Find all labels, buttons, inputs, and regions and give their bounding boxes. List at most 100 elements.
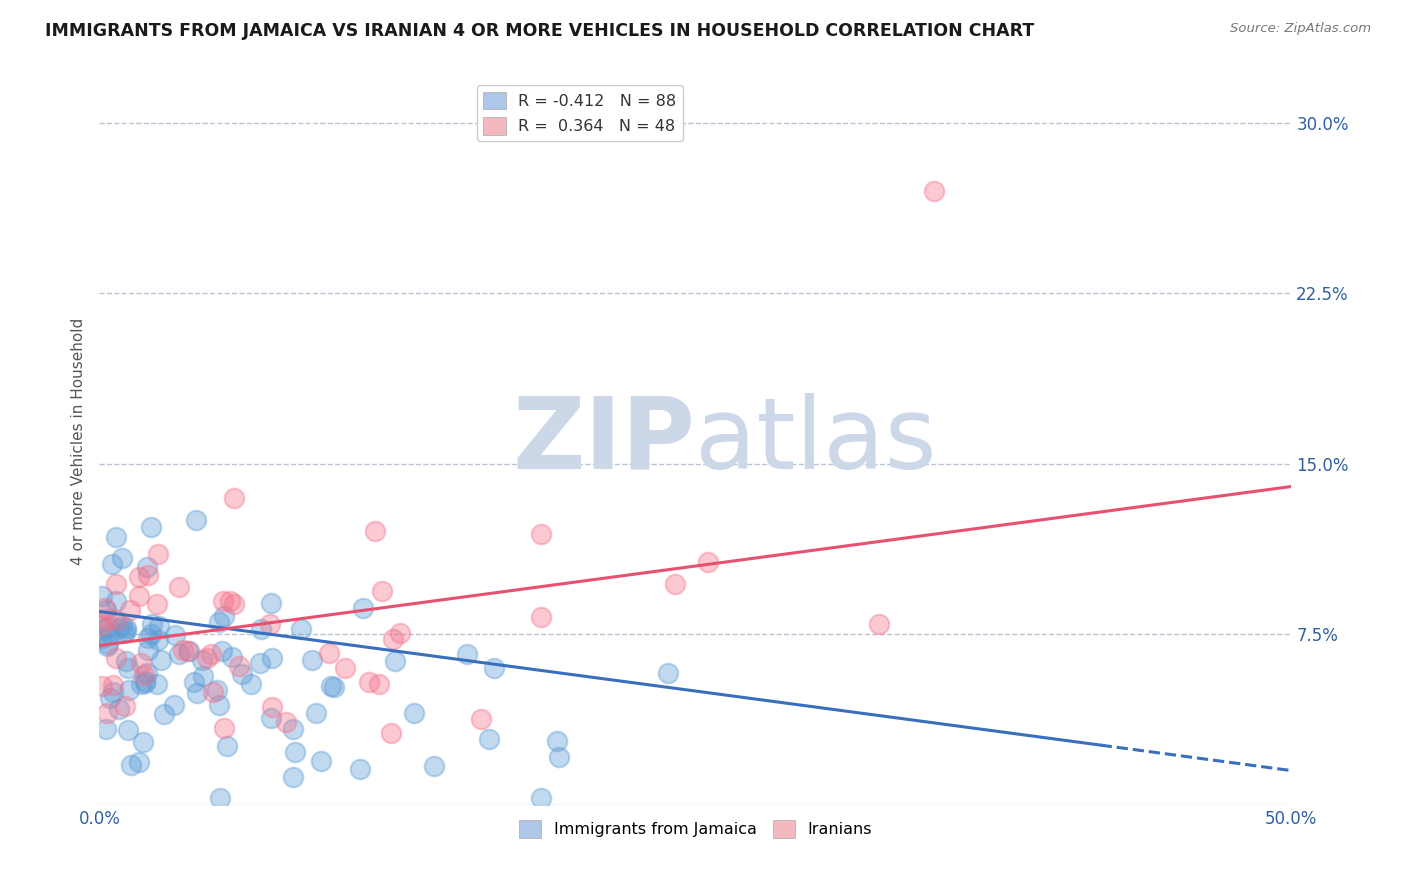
Point [290,622,312,636]
Point [94,601,117,615]
Point [98,627,121,641]
Point [177,644,200,658]
Point [319,679,342,693]
Point [239,677,262,691]
Point [262,651,284,665]
Point [117,682,139,697]
Point [96,706,118,720]
Point [205,683,228,698]
Y-axis label: 4 or more Vehicles in Household: 4 or more Vehicles in Household [72,318,86,565]
Point [115,621,138,635]
Point [212,593,235,607]
Point [134,667,156,681]
Point [218,594,240,608]
Point [364,524,387,539]
Point [117,660,139,674]
Point [96,640,118,654]
Text: Source: ZipAtlas.com: Source: ZipAtlas.com [1230,22,1371,36]
Point [114,654,136,668]
Point [384,654,406,668]
Point [309,754,332,768]
Point [146,677,169,691]
Point [96,612,118,626]
Point [422,759,444,773]
Point [404,706,426,721]
Point [139,519,162,533]
Point [128,756,150,770]
Point [380,725,402,739]
Point [149,653,172,667]
Point [349,763,371,777]
Point [482,661,505,675]
Point [664,577,686,591]
Point [529,527,551,541]
Point [200,647,222,661]
Point [371,583,394,598]
Point [183,674,205,689]
Point [148,547,170,561]
Point [193,669,215,683]
Point [186,686,208,700]
Point [301,653,323,667]
Point [114,699,136,714]
Point [129,677,152,691]
Point [212,721,235,735]
Point [478,731,501,746]
Point [222,598,245,612]
Point [208,790,231,805]
Point [165,628,187,642]
Point [101,685,124,699]
Point [259,617,281,632]
Point [136,567,159,582]
Point [922,184,945,198]
Point [224,491,246,505]
Point [318,646,340,660]
Point [134,676,156,690]
Point [101,678,124,692]
Point [90,679,112,693]
Point [108,701,131,715]
Point [146,597,169,611]
Point [112,625,135,640]
Point [530,790,553,805]
Point [129,656,152,670]
Point [167,580,190,594]
Text: ZIP: ZIP [513,392,696,490]
Point [211,644,233,658]
Point [221,650,243,665]
Point [118,602,141,616]
Point [697,555,720,569]
Point [128,589,150,603]
Point [322,680,344,694]
Point [470,712,492,726]
Point [231,667,253,681]
Point [389,626,412,640]
Point [90,617,112,632]
Point [153,706,176,721]
Point [105,530,128,544]
Point [136,632,159,646]
Point [94,603,117,617]
Point [98,691,121,706]
Point [208,615,231,629]
Point [382,632,405,646]
Point [146,632,169,647]
Point [131,735,153,749]
Point [136,560,159,574]
Point [97,637,120,651]
Point [284,745,307,759]
Point [274,715,297,730]
Point [212,608,235,623]
Point [111,551,134,566]
Point [128,570,150,584]
Point [97,620,120,634]
Point [305,706,328,720]
Point [259,596,281,610]
Point [657,665,679,680]
Point [217,739,239,754]
Point [281,770,304,784]
Point [530,609,553,624]
Point [169,647,191,661]
Point [138,642,160,657]
Point [120,757,142,772]
